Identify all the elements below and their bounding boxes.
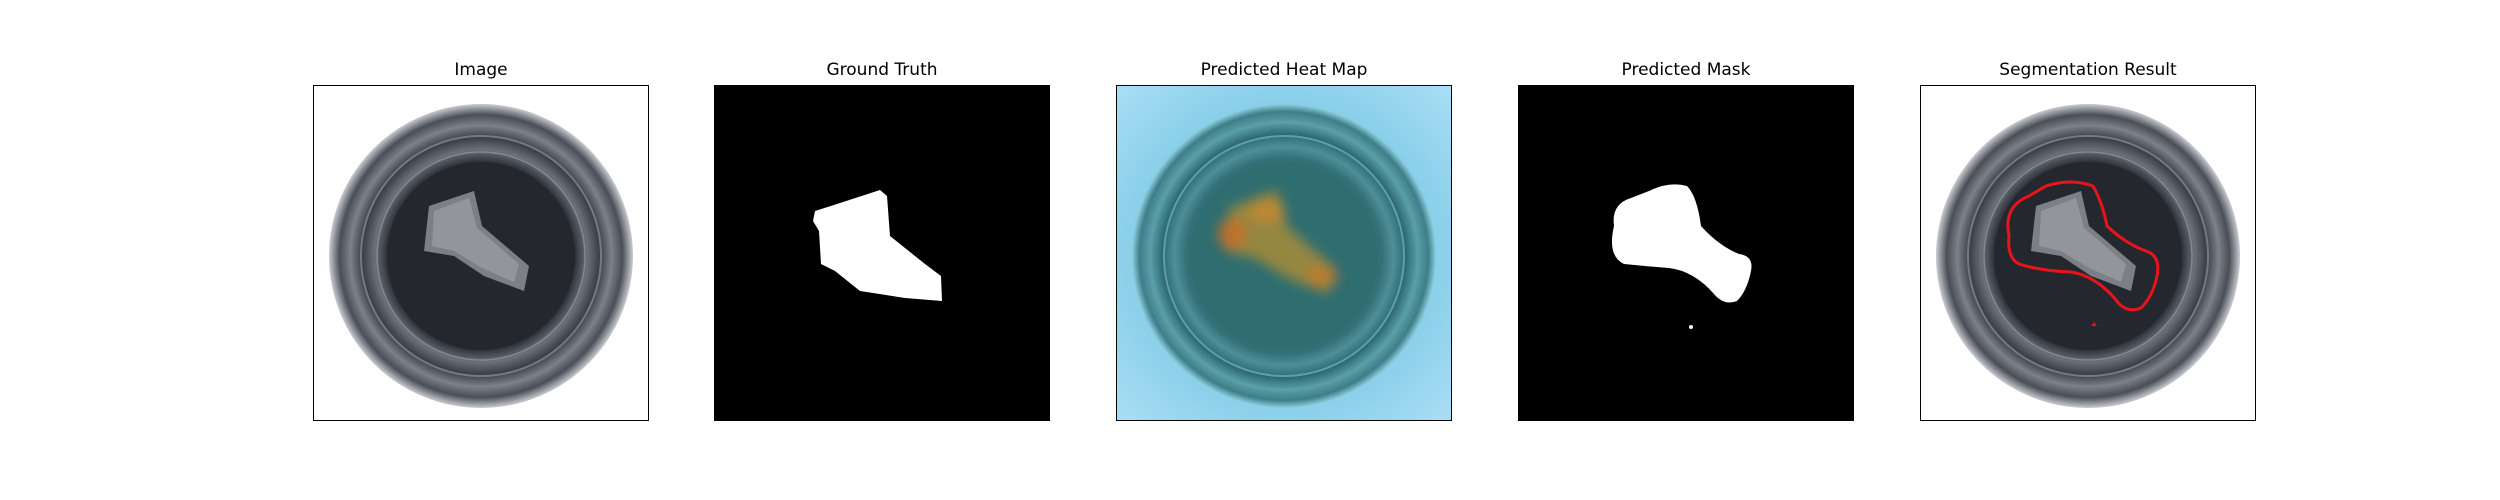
image-frame	[313, 85, 649, 421]
panel-ground-truth: Ground Truth	[714, 0, 1050, 500]
panel-predicted-mask: Predicted Mask	[1518, 0, 1854, 500]
bottle-photo	[314, 86, 648, 420]
panel-title: Predicted Mask	[1621, 60, 1751, 80]
panel-heat-map: Predicted Heat Map	[1116, 0, 1452, 500]
heat-map-overlay	[1117, 86, 1451, 420]
panel-title: Image	[454, 60, 508, 80]
predicted-mask-frame	[1518, 85, 1854, 421]
predicted-mask	[1519, 86, 1853, 420]
panel-title: Segmentation Result	[1999, 60, 2177, 80]
segmentation-overlay	[1921, 86, 2255, 420]
segmentation-frame	[1920, 85, 2256, 421]
heat-map-frame	[1116, 85, 1452, 421]
ground-truth-mask	[715, 86, 1049, 420]
panel-image: Image	[313, 0, 649, 500]
panel-title: Ground Truth	[826, 60, 938, 80]
ground-truth-frame	[714, 85, 1050, 421]
panel-title: Predicted Heat Map	[1200, 60, 1368, 80]
panel-segmentation-result: Segmentation Result	[1920, 0, 2256, 500]
